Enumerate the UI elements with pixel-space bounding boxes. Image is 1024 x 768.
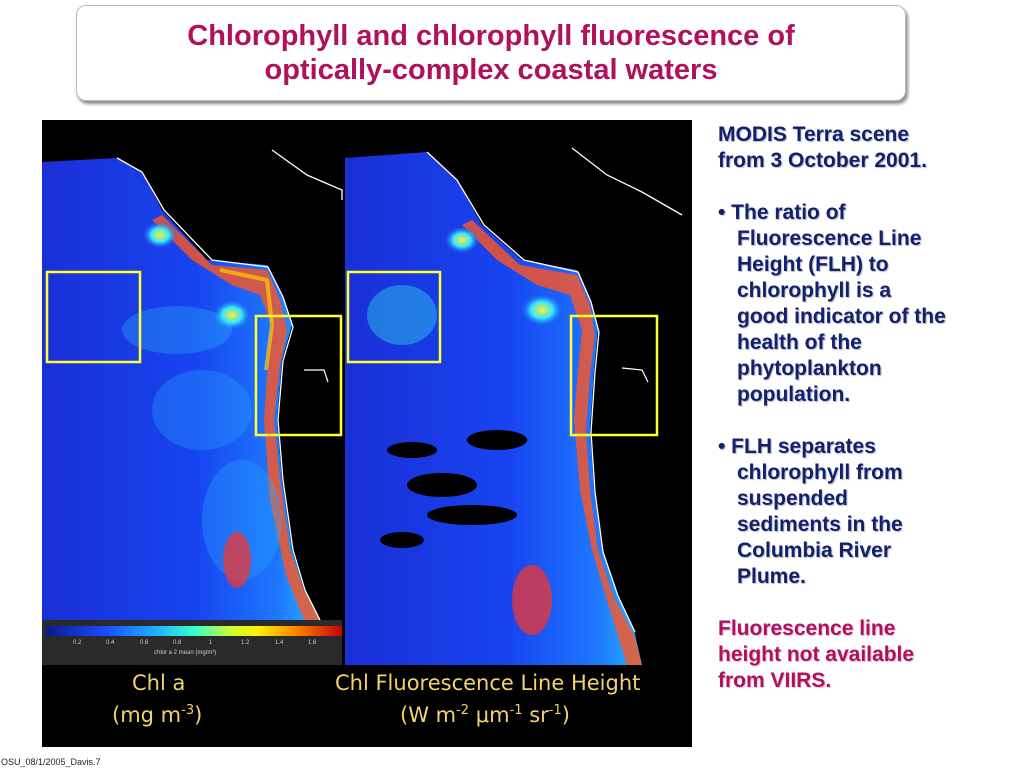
left-offshore-box xyxy=(45,270,142,364)
right-coastal-box xyxy=(569,314,659,437)
intro-line-1: MODIS Terra scene xyxy=(718,123,910,146)
bullet2-line-5: Columbia River xyxy=(737,539,892,562)
right-coastline xyxy=(426,151,636,633)
colorbar-tick-5: 1.2 xyxy=(241,640,250,646)
left-caption-title: Chl a xyxy=(132,671,185,695)
colorbar-tick-7: 1.6 xyxy=(308,640,317,646)
colorbar-tick-4: 1 xyxy=(209,640,213,646)
right-caption-units: (W m-2 μm-1 sr-1) xyxy=(400,703,570,727)
footer-slide-id: OSU_08/1/2005_Davis.7 xyxy=(1,757,101,767)
right-ocean-area xyxy=(345,152,642,665)
satellite-figure: 0.2 0.4 0.6 0.8 1 1.2 1.4 1.6 chlor a 2 … xyxy=(42,120,692,747)
colorbar-tick-2: 0.6 xyxy=(140,640,149,646)
bullet2-line-3: suspended xyxy=(737,487,848,510)
colorbar-tick-1: 0.4 xyxy=(106,640,115,646)
satellite-images: 0.2 0.4 0.6 0.8 1 1.2 1.4 1.6 chlor a 2 … xyxy=(42,147,683,727)
note-line-3: from VIIRS. xyxy=(718,669,832,692)
bullet1-line-7: phytoplankton xyxy=(737,357,882,380)
bullet1-line-6: health of the xyxy=(737,331,862,354)
bullet1-line-5: good indicator of the xyxy=(737,305,946,328)
bullet1-line-4: chlorophyll is a xyxy=(737,279,892,302)
right-caption-title: Chl Fluorescence Line Height xyxy=(335,671,640,695)
bullet1-line-3: Height (FLH) to xyxy=(737,253,889,276)
right-coastal-bloom xyxy=(462,220,642,665)
colorbar-tick-6: 1.4 xyxy=(275,640,284,646)
colorbar-label: chlor a 2 mean (mg/m³) xyxy=(154,650,216,656)
note-line-1: Fluorescence line xyxy=(718,617,896,640)
bullet1-line-1: • The ratio of xyxy=(718,201,846,224)
left-coastal-box xyxy=(254,314,343,437)
slide-title-line-1: Chlorophyll and chlorophyll fluorescence… xyxy=(187,20,795,52)
left-caption-units: (mg m-3) xyxy=(112,703,202,727)
bullet1-line-2: Fluorescence Line xyxy=(737,227,922,250)
left-coastline xyxy=(116,157,321,621)
sidebar-text: MODIS Terra scene from 3 October 2001. •… xyxy=(718,122,1018,694)
bullet1-line-8: population. xyxy=(737,383,851,406)
bullet2-line-1: • FLH separates xyxy=(718,435,876,458)
colorbar-tick-0: 0.2 xyxy=(73,640,82,646)
bullet2-line-4: sediments in the xyxy=(737,513,903,536)
intro-line-2: from 3 October 2001. xyxy=(718,149,927,172)
note-line-2: height not available xyxy=(718,643,915,666)
bullet2-line-2: chlorophyll from xyxy=(737,461,903,484)
right-offshore-box xyxy=(346,270,442,364)
bullet2-line-6: Plume. xyxy=(737,565,806,588)
title-box: Chlorophyll and chlorophyll fluorescence… xyxy=(76,5,906,101)
colorbar-tick-3: 0.8 xyxy=(173,640,182,646)
colorbar xyxy=(46,626,342,636)
slide-title-line-2: optically-complex coastal waters xyxy=(264,54,718,86)
